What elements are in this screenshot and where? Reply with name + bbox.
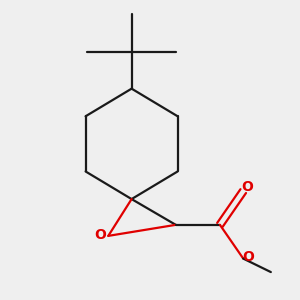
Text: O: O — [241, 180, 253, 194]
Text: O: O — [242, 250, 254, 264]
Text: O: O — [94, 228, 106, 242]
